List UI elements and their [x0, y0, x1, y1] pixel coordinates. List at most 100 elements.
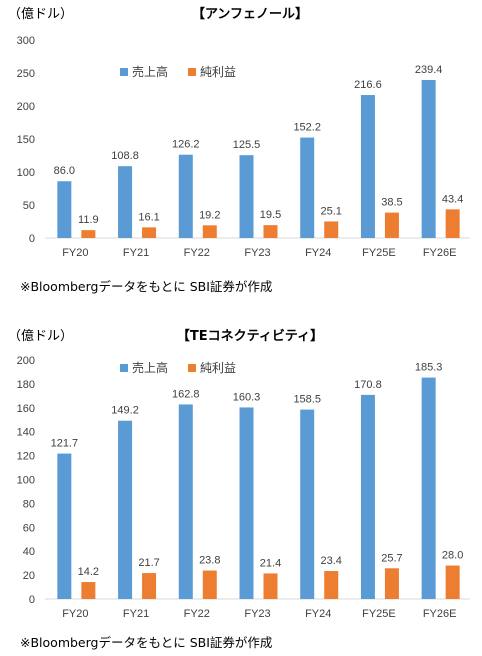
y-tick-label: 200 [17, 355, 35, 367]
x-category-label: FY20 [62, 247, 88, 259]
y-tick-label: 180 [17, 379, 35, 391]
bar-chart-te-connectivity: （億ドル） 【TEコネクティビティ】 0 20 40 60 80 100 120 140 160 18… [8, 328, 470, 620]
bar-chart-amphenol: （億ドル） 【アンフェノール】 0 50 100 150 200 250 300 86.0 11.9… [8, 6, 470, 259]
bar-revenue [57, 453, 72, 599]
chart-title: 【アンフェノール】 [192, 6, 308, 22]
data-label-net-income: 43.4 [442, 193, 463, 205]
y-tick-label: 160 [17, 403, 35, 415]
x-category-label: FY25E [362, 608, 396, 620]
bar-revenue [300, 409, 315, 599]
bar-revenue [57, 181, 72, 238]
bar-net-income [202, 570, 217, 599]
bar-net-income [263, 573, 278, 599]
chart-panel-te-connectivity: （億ドル） 【TEコネクティビティ】 0 20 40 60 80 100 120 140 160 18… [0, 328, 482, 656]
data-label-net-income: 14.2 [78, 566, 99, 578]
data-label-revenue: 239.4 [415, 64, 443, 76]
legend-label: 売上高 [132, 360, 168, 375]
x-category-label: FY20 [62, 608, 88, 620]
legend-swatch [120, 68, 128, 76]
y-tick-label: 120 [17, 451, 35, 463]
y-tick-label: 80 [23, 498, 35, 510]
unit-label: （億ドル） [8, 328, 73, 344]
bar-net-income [81, 230, 96, 238]
bar-net-income [142, 227, 157, 238]
data-label-revenue: 216.6 [354, 79, 382, 91]
data-label-net-income: 21.4 [260, 557, 281, 569]
data-label-net-income: 16.1 [138, 211, 159, 223]
bar-revenue [239, 407, 254, 599]
bar-revenue [118, 166, 133, 238]
y-tick-label: 0 [29, 594, 35, 606]
x-category-label: FY23 [244, 247, 270, 259]
bar-net-income [445, 209, 460, 238]
bar-revenue [360, 394, 375, 599]
bar-net-income [445, 565, 460, 599]
x-category-label: FY23 [244, 608, 270, 620]
bar-revenue [178, 154, 193, 238]
bar-net-income [324, 221, 339, 238]
data-label-net-income: 19.5 [260, 209, 281, 221]
data-label-net-income: 23.4 [321, 555, 342, 567]
y-tick-label: 300 [17, 35, 35, 47]
data-label-net-income: 28.0 [442, 550, 463, 562]
data-label-revenue: 108.8 [111, 150, 139, 162]
y-tick-label: 100 [17, 167, 35, 179]
y-tick-label: 40 [23, 546, 35, 558]
bar-net-income [263, 225, 278, 238]
chart-title: 【TEコネクティビティ】 [177, 328, 323, 344]
bar-revenue [178, 404, 193, 599]
bar-net-income [142, 573, 157, 599]
source-note: ※Bloombergデータをもとに SBI証券が作成 [20, 279, 273, 294]
x-category-label: FY26E [423, 608, 457, 620]
bar-revenue [421, 377, 436, 599]
data-label-net-income: 23.8 [199, 555, 220, 567]
y-tick-label: 150 [17, 134, 35, 146]
bar-net-income [202, 225, 217, 238]
source-note: ※Bloombergデータをもとに SBI証券が作成 [20, 635, 273, 650]
data-label-revenue: 160.3 [233, 391, 261, 403]
bar-net-income [81, 582, 96, 599]
y-tick-label: 200 [17, 101, 35, 113]
data-label-revenue: 121.7 [51, 438, 79, 450]
x-category-label: FY22 [184, 608, 210, 620]
data-label-net-income: 19.2 [199, 209, 220, 221]
bar-net-income [384, 212, 399, 238]
chart-panel-amphenol: （億ドル） 【アンフェノール】 0 50 100 150 200 250 300 86.0 11.9… [0, 0, 482, 296]
y-tick-label: 140 [17, 427, 35, 439]
legend-swatch [188, 364, 196, 372]
y-tick-label: 50 [23, 200, 35, 212]
data-label-net-income: 38.5 [381, 197, 402, 209]
y-tick-label: 250 [17, 68, 35, 80]
bar-revenue [421, 79, 436, 238]
bar-revenue [239, 155, 254, 238]
x-category-label: FY25E [362, 247, 396, 259]
data-label-revenue: 126.2 [172, 139, 200, 151]
x-category-label: FY21 [123, 608, 149, 620]
x-category-label: FY21 [123, 247, 149, 259]
data-label-revenue: 86.0 [54, 165, 75, 177]
legend-label: 売上高 [132, 64, 168, 79]
data-label-net-income: 11.9 [78, 214, 99, 226]
data-label-revenue: 185.3 [415, 362, 443, 374]
data-label-revenue: 152.2 [293, 122, 321, 134]
y-tick-label: 20 [23, 570, 35, 582]
x-category-label: FY24 [305, 608, 331, 620]
data-label-revenue: 158.5 [293, 394, 321, 406]
data-label-net-income: 21.7 [138, 557, 159, 569]
data-label-revenue: 149.2 [111, 405, 139, 417]
legend-label: 純利益 [200, 361, 236, 375]
bar-revenue [118, 420, 133, 599]
data-label-revenue: 125.5 [233, 139, 261, 151]
bar-net-income [324, 571, 339, 599]
data-label-revenue: 170.8 [354, 379, 382, 391]
y-tick-label: 100 [17, 475, 35, 487]
legend-label: 純利益 [200, 65, 236, 79]
x-category-label: FY26E [423, 247, 457, 259]
y-tick-label: 0 [29, 233, 35, 245]
legend-swatch [188, 68, 196, 76]
bar-revenue [300, 137, 315, 238]
bar-revenue [360, 95, 375, 238]
data-label-revenue: 162.8 [172, 388, 200, 400]
x-category-label: FY24 [305, 247, 331, 259]
bar-net-income [384, 568, 399, 599]
